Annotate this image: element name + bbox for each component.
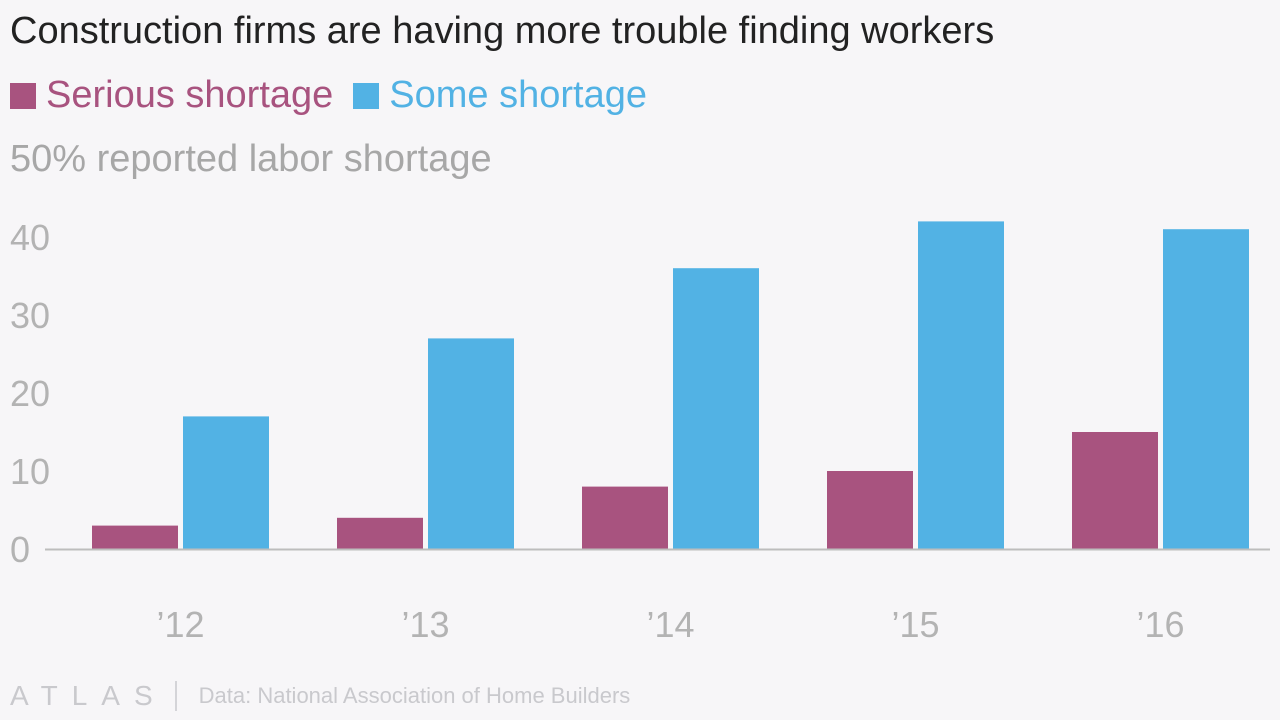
legend-item-some: Some shortage [353,74,647,117]
bar-some [673,268,759,549]
footer: ATLAS Data: National Association of Home… [10,680,630,712]
source-note: Data: National Association of Home Build… [198,683,631,708]
x-tick-label: ’12 [156,604,204,645]
legend-swatch-serious [10,82,36,109]
y-tick-label: 30 [10,295,50,336]
bar-some [1163,229,1249,549]
legend-item-serious: Serious shortage [10,74,333,117]
bar-some [428,338,514,549]
legend-swatch-some [353,82,380,109]
bar-serious [337,517,423,549]
bar-serious [1072,432,1158,549]
x-tick-label: ’13 [401,604,449,645]
x-tick-label: ’15 [891,604,939,645]
bar-serious [582,486,668,549]
atlas-logo: ATLAS [10,680,167,711]
y-tick-label: 20 [10,373,50,414]
y-tick-label: 10 [10,451,50,492]
footer-divider [174,681,177,711]
legend-label-serious: Serious shortage [46,74,334,116]
legend-label-some: Some shortage [389,74,648,116]
bar-some [183,416,269,549]
y-tick-label: 0 [10,529,30,570]
chart-subtitle: 50% reported labor shortage [10,138,492,180]
bar-serious [92,525,178,549]
y-tick-label: 40 [10,217,50,258]
bar-some [918,221,1004,549]
x-tick-label: ’16 [1136,604,1184,645]
chart-title: Construction firms are having more troub… [10,10,995,52]
legend: Serious shortage Some shortage [10,74,667,117]
bar-serious [827,471,913,549]
x-tick-label: ’14 [646,604,694,645]
